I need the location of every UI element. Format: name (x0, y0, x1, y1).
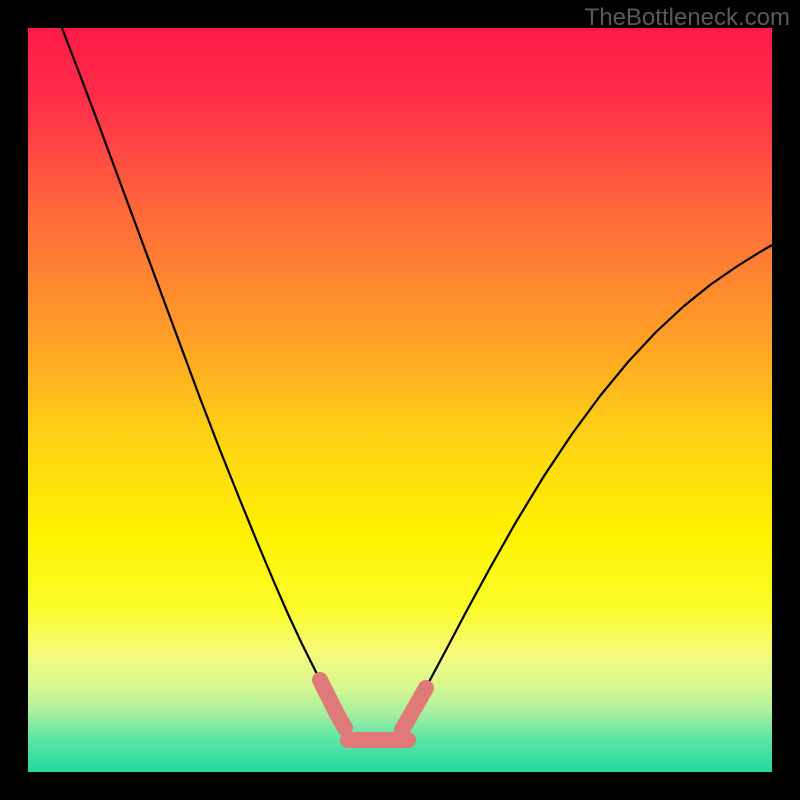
chart-svg (0, 0, 800, 800)
chart-container: { "watermark": { "text": "TheBottleneck.… (0, 0, 800, 800)
watermark-text: TheBottleneck.com (585, 4, 790, 32)
plot-background (28, 28, 772, 772)
